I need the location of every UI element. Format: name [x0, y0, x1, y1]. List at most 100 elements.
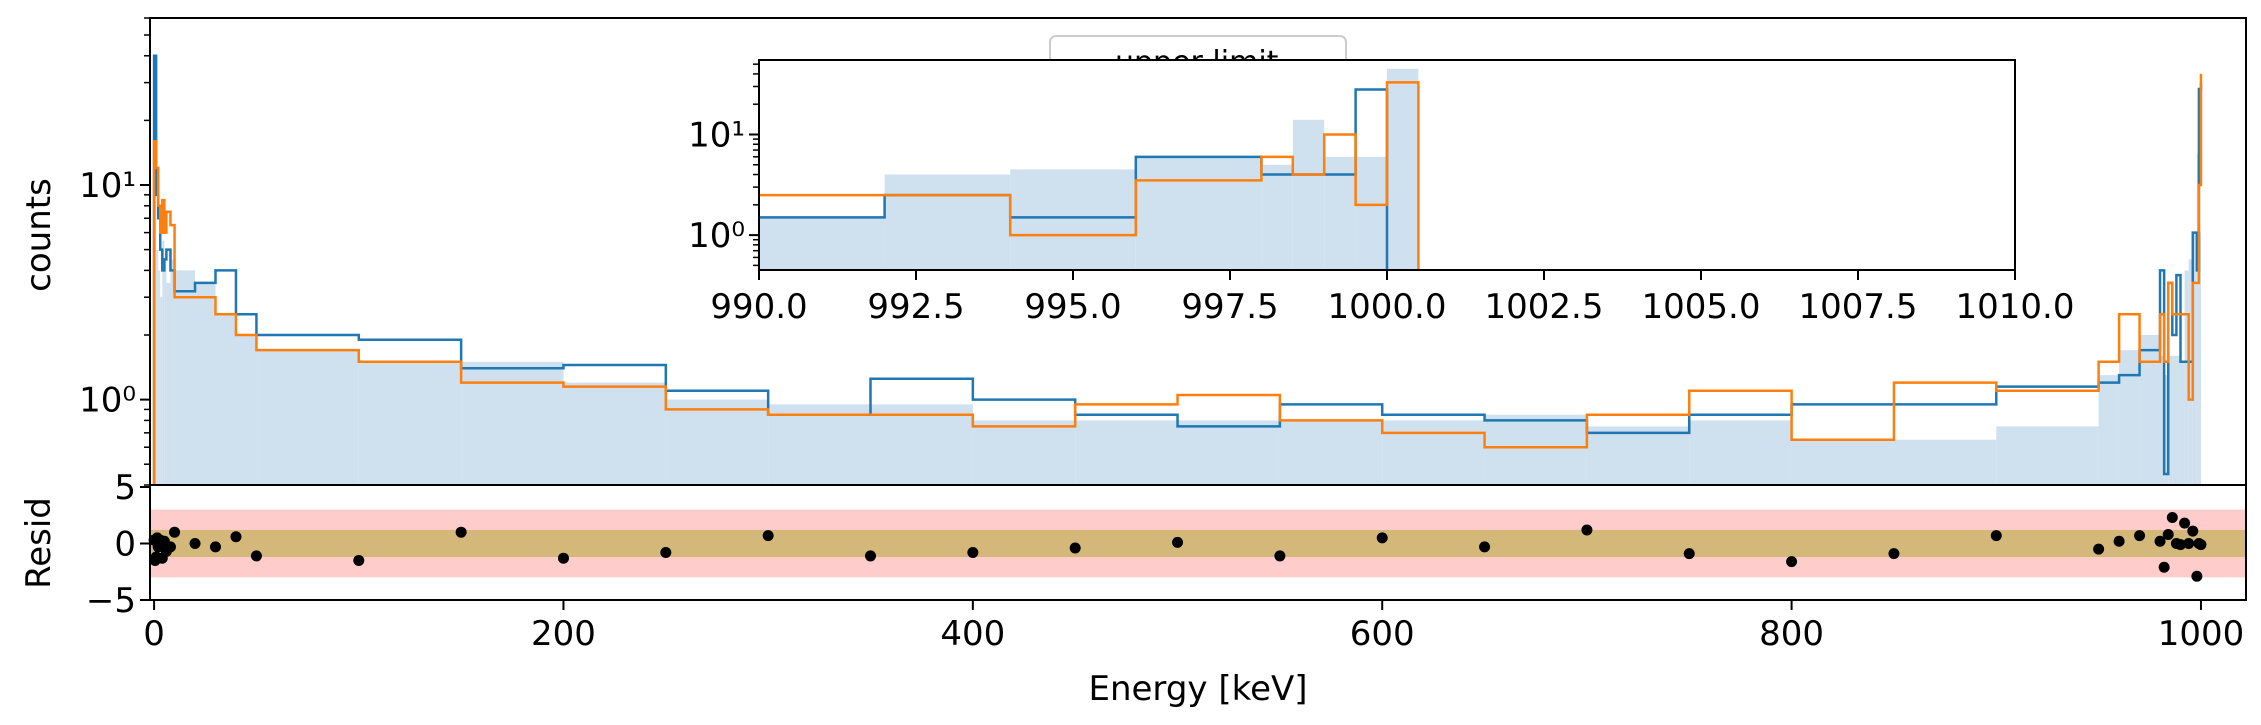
main-model-step-line-2	[152, 73, 2203, 485]
inset-data-histogram	[759, 68, 1419, 271]
main-histogram-bar	[2184, 270, 2189, 485]
inset-histogram-bar	[1261, 164, 1293, 270]
residual-points	[148, 512, 2207, 582]
main-histogram-bar	[1689, 420, 1792, 485]
main-ylabel: counts	[19, 178, 59, 292]
main-histogram-bar	[170, 259, 175, 485]
inset-y-ticks: 10⁰ 10¹	[688, 63, 759, 267]
main-histogram-bar	[1382, 420, 1485, 485]
inset-histogram-bar	[1135, 156, 1262, 270]
inset-model-steps	[759, 81, 1420, 270]
main-model-step-line-1	[152, 54, 2203, 485]
residual-point	[230, 531, 242, 543]
main-model-steps	[152, 54, 2203, 485]
main-histogram-bar	[2196, 153, 2199, 486]
main-histogram-bar	[160, 297, 163, 485]
residual-panel: −505 0 200 400 600 800 1000 Resid Energy [keV…	[19, 468, 2247, 709]
main-histogram-bar	[461, 361, 564, 485]
residual-point	[2179, 517, 2191, 529]
inset-x-tick-label: 1002.5	[1485, 287, 1604, 327]
residual-x-tick-label: 200	[531, 614, 596, 654]
main-histogram-bar	[563, 382, 666, 485]
main-histogram-bar	[256, 350, 359, 485]
residual-point	[1683, 548, 1695, 560]
main-histogram-bar	[215, 314, 236, 485]
residual-point	[2158, 561, 2170, 573]
inset-histogram-bar	[1010, 169, 1136, 270]
residual-point	[2134, 530, 2146, 542]
main-histogram-bar	[1996, 426, 2099, 485]
inset-x-tick-label: 990.0	[710, 287, 807, 327]
main-histogram-bar	[166, 282, 171, 485]
residual-x-tick-label: 0	[143, 614, 165, 654]
residual-point	[1376, 532, 1388, 544]
main-histogram-bar	[164, 259, 167, 485]
main-histogram-bar	[162, 240, 165, 485]
main-histogram-bar	[1279, 420, 1383, 485]
residual-x-tick-label: 600	[1350, 614, 1415, 654]
residual-point	[210, 541, 221, 553]
residual-ylabel: Resid	[19, 497, 59, 589]
residual-point	[2093, 543, 2105, 555]
inset-x-tick-label: 992.5	[867, 287, 964, 327]
inset-histogram-bar	[1292, 119, 1325, 271]
main-histogram-bar	[1484, 414, 1587, 485]
residual-point	[189, 538, 201, 549]
main-histogram-bar	[2172, 355, 2177, 485]
main-histogram-bar	[768, 404, 871, 485]
inset-histogram-bar	[1387, 68, 1419, 270]
main-histogram-bar	[158, 270, 161, 485]
residual-x-tick-label: 800	[1759, 614, 1824, 654]
residual-x-tick-label: 400	[940, 614, 1005, 654]
main-histogram-bar	[2168, 355, 2173, 485]
main-histogram-bar	[665, 399, 769, 485]
xlabel: Energy [keV]	[1088, 669, 1307, 709]
inset-x-tick-label: 1007.5	[1799, 287, 1918, 327]
main-histogram-bar	[195, 282, 216, 485]
inset-model-step-line-2	[759, 81, 1420, 270]
inset-x-tick-label: 1005.0	[1642, 287, 1761, 327]
main-histogram-bar	[2164, 375, 2169, 485]
residual-point	[2166, 512, 2178, 524]
main-histogram-bar	[2119, 350, 2140, 485]
residual-point	[455, 526, 467, 538]
inset-histogram-bar	[884, 174, 1011, 270]
main-histogram-bar	[2180, 361, 2185, 485]
residual-point	[557, 552, 569, 564]
inset-x-tick-label: 995.0	[1024, 287, 1121, 327]
residual-point	[1990, 530, 2002, 542]
residual-point	[1581, 524, 1593, 536]
residual-point	[762, 530, 774, 542]
residual-point	[164, 541, 176, 553]
residual-point	[2195, 539, 2207, 551]
inset-y-tick-label: 10⁰	[688, 216, 745, 256]
residual-point	[2113, 535, 2125, 547]
residual-point	[2175, 539, 2186, 551]
main-y-ticks: 10⁰ 10¹	[79, 17, 150, 486]
main-histogram-bar	[1075, 420, 1178, 485]
inset-histogram-bar	[759, 217, 885, 270]
main-histogram-bar	[2176, 355, 2181, 485]
main-histogram-bar	[870, 404, 973, 485]
main-histogram-bar	[174, 270, 196, 485]
main-y-tick-label: 10⁰	[79, 381, 136, 421]
main-histogram-bar	[2188, 259, 2193, 485]
inset-x-tick-label: 997.5	[1181, 287, 1278, 327]
residual-bands	[150, 509, 2246, 578]
residual-x-ticks: 0 200 400 600 800 1000	[143, 600, 2244, 654]
main-histogram-bar	[1893, 439, 1997, 485]
residual-point	[250, 550, 262, 562]
residual-point	[1172, 536, 1184, 548]
inset-panel: 10⁰ 10¹ 990.0 992.5 995.0 997.5 1000.0 1002.5 1…	[688, 59, 2074, 327]
residual-point	[660, 547, 672, 559]
main-histogram-bar	[2098, 375, 2120, 485]
residual-y-tick-label: 5	[114, 468, 136, 508]
main-histogram-bar	[2139, 334, 2161, 485]
residual-x-tick-label: 1000	[2158, 614, 2245, 654]
main-histogram-bar	[1791, 439, 1894, 485]
residual-point	[1786, 556, 1798, 568]
main-data-histogram	[154, 55, 2201, 486]
main-y-tick-label: 10¹	[79, 166, 136, 206]
main-histogram-bar	[235, 334, 257, 485]
